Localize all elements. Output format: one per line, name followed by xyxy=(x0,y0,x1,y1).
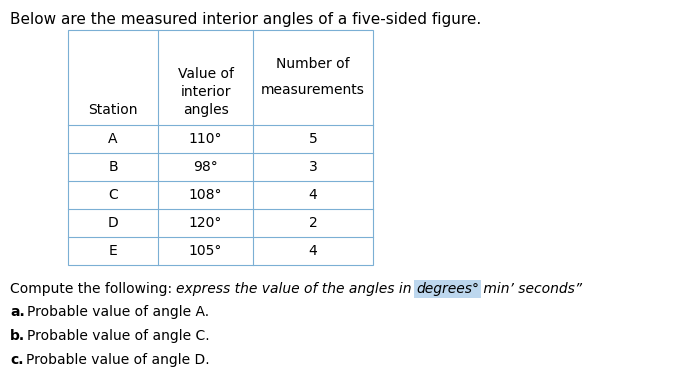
Text: 120°: 120° xyxy=(189,216,222,230)
Text: 108°: 108° xyxy=(189,188,222,202)
Text: Below are the measured interior angles of a five-sided figure.: Below are the measured interior angles o… xyxy=(10,12,482,27)
Text: 105°: 105° xyxy=(189,244,222,258)
Text: measurements: measurements xyxy=(261,83,365,98)
Text: degrees°: degrees° xyxy=(417,282,479,296)
Text: 3: 3 xyxy=(309,160,318,174)
Text: 4: 4 xyxy=(309,188,318,202)
Text: 110°: 110° xyxy=(189,132,222,146)
Text: B: B xyxy=(108,160,117,174)
Text: b.: b. xyxy=(10,329,25,343)
Text: Station: Station xyxy=(88,103,138,117)
Text: c.: c. xyxy=(10,353,23,367)
Text: 98°: 98° xyxy=(193,160,218,174)
Text: Number of: Number of xyxy=(276,58,350,72)
Text: A: A xyxy=(108,132,117,146)
Text: Value of: Value of xyxy=(178,67,234,81)
Text: 4: 4 xyxy=(309,244,318,258)
Text: Probable value of angle D.: Probable value of angle D. xyxy=(25,353,209,367)
Text: angles: angles xyxy=(182,103,228,117)
Text: Probable value of angle A.: Probable value of angle A. xyxy=(27,305,209,319)
Text: 5: 5 xyxy=(309,132,318,146)
Text: C: C xyxy=(108,188,118,202)
Bar xyxy=(68,30,373,265)
Text: Probable value of angle C.: Probable value of angle C. xyxy=(27,329,210,343)
Text: interior: interior xyxy=(180,85,231,99)
Text: E: E xyxy=(109,244,117,258)
Text: D: D xyxy=(108,216,118,230)
Text: 2: 2 xyxy=(309,216,318,230)
Text: Compute the following:: Compute the following: xyxy=(10,282,176,296)
Text: min’ seconds”: min’ seconds” xyxy=(479,282,583,296)
Text: express the value of the angles in: express the value of the angles in xyxy=(176,282,417,296)
Text: a.: a. xyxy=(10,305,25,319)
